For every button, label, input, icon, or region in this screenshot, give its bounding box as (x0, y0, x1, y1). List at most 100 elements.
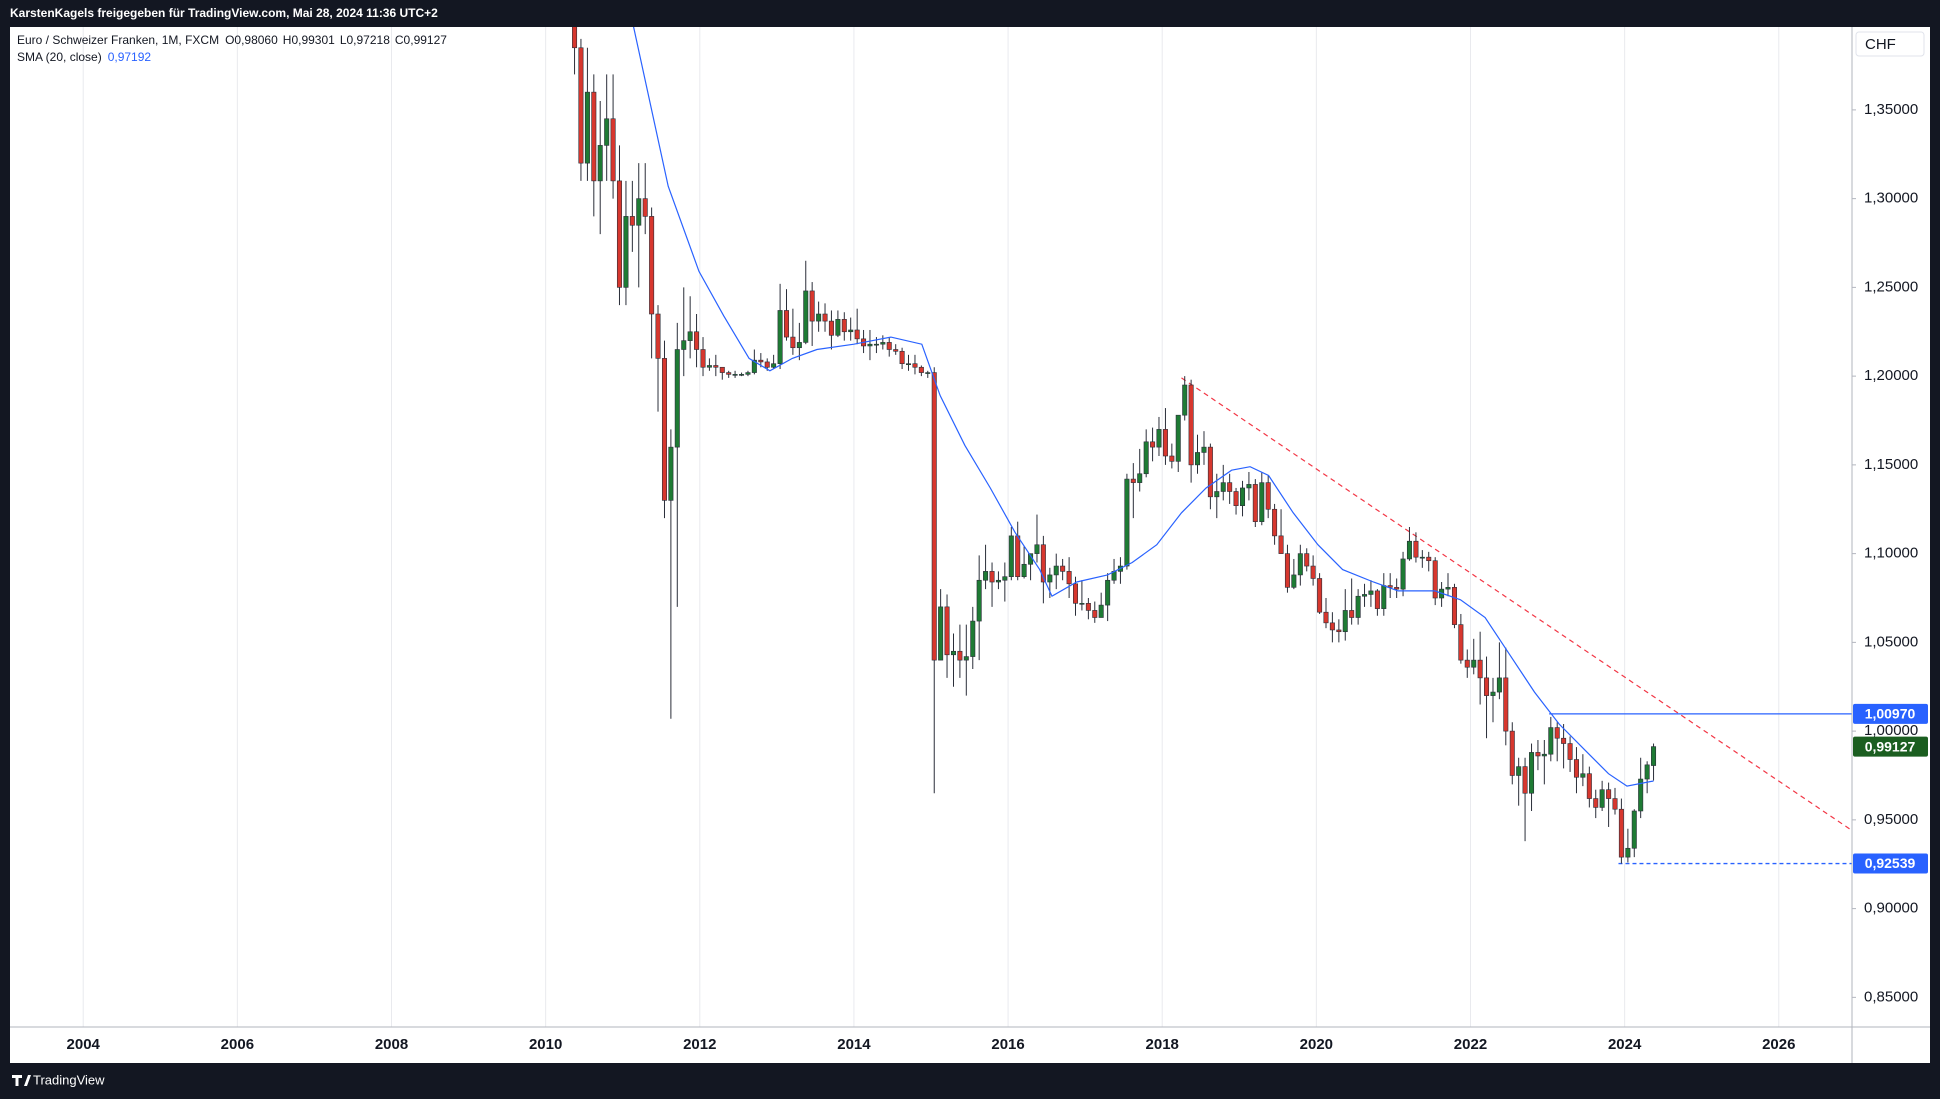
y-tick-label: 0,95000 (1864, 811, 1918, 828)
candle-body (1580, 773, 1586, 778)
candle-body (1053, 565, 1059, 576)
candle-body (1060, 565, 1066, 572)
candle-body (1541, 753, 1547, 757)
candle-body (912, 363, 918, 368)
x-tick-label: 2008 (375, 1036, 408, 1053)
candle-body (1631, 810, 1637, 849)
candle-body (1291, 574, 1297, 588)
price-label-box (1853, 853, 1928, 874)
candle-body (931, 372, 937, 661)
sma-line (632, 27, 1654, 787)
candle-body (726, 372, 732, 375)
x-tick-label: 2014 (837, 1036, 871, 1053)
chart-background (10, 27, 1930, 1063)
currency-box[interactable] (1855, 31, 1925, 57)
candle-body (1496, 677, 1502, 693)
candle-body (1150, 441, 1156, 448)
candle-body (783, 310, 789, 338)
candle-body (970, 620, 976, 657)
x-tick-label: 2016 (991, 1036, 1024, 1053)
candle-body (1374, 590, 1380, 609)
candle-body (777, 310, 783, 365)
candle-body (674, 349, 680, 448)
candle-body (1265, 482, 1271, 510)
price-label: 1,00970 (1865, 706, 1916, 722)
candle-body (1432, 560, 1438, 599)
candle-body (687, 331, 693, 341)
candle-body (790, 336, 796, 349)
x-tick-label: 2024 (1608, 1036, 1642, 1053)
legend-ohlc-value: O0,98060 (225, 33, 278, 47)
candle-body (1047, 574, 1053, 583)
candle-body (1297, 553, 1303, 576)
y-tick-label: 0,90000 (1864, 900, 1918, 917)
candle-body (1214, 491, 1220, 498)
candle-body (578, 47, 584, 164)
candle-body (1573, 759, 1579, 778)
legend-symbol: Euro / Schweizer Franken, 1M, FXCM (17, 33, 219, 47)
y-tick-label: 1,15000 (1864, 456, 1918, 473)
candle-body (1143, 441, 1149, 475)
candle-body (1002, 576, 1008, 581)
candle-body (1021, 563, 1027, 577)
plot-area (572, 27, 1852, 865)
candle-body (1606, 789, 1612, 799)
candle-body (976, 579, 982, 622)
candle-body (572, 27, 578, 49)
candle-body (655, 313, 661, 359)
candle-body (616, 180, 622, 288)
candle-body (681, 340, 687, 350)
candle-body (796, 342, 802, 349)
price-label-box (1853, 736, 1928, 757)
candle-body (1362, 594, 1368, 597)
x-tick-label: 2010 (529, 1036, 562, 1053)
candle-body (1284, 553, 1290, 588)
candle-body (1355, 595, 1361, 618)
candle-body (1419, 556, 1425, 559)
candle-body (1484, 677, 1490, 696)
candle-body (1085, 603, 1091, 611)
x-tick-label: 2018 (1146, 1036, 1179, 1053)
legend-sma: SMA (20, close) (17, 50, 102, 64)
candle-body (597, 145, 603, 182)
candle-body (1336, 629, 1342, 633)
candle-body (1451, 587, 1457, 625)
currency: CHF (1865, 36, 1896, 53)
candle-body (1387, 585, 1393, 588)
candle-body (1124, 478, 1130, 567)
candle-body (1246, 484, 1252, 489)
candle-body (841, 319, 847, 333)
candle-body (1323, 611, 1329, 624)
candle-body (1156, 429, 1162, 448)
legend-ohlc-value: C0,99127 (395, 33, 447, 47)
candle-body (604, 118, 610, 146)
candle-body (1394, 587, 1400, 590)
candle-body (1426, 556, 1432, 562)
x-tick-label: 2012 (683, 1036, 716, 1053)
candle-body (1098, 604, 1104, 618)
candle-body (1638, 778, 1644, 812)
candle-body (764, 361, 770, 368)
candle-body (1040, 544, 1046, 583)
candle-body (758, 359, 764, 363)
candle-body (1137, 473, 1143, 483)
candle-body (893, 349, 899, 352)
candle-body (867, 343, 873, 347)
candle-body (1317, 578, 1323, 613)
candle-body (938, 606, 944, 661)
legend-ohlc: O0,98060 H0,99301 L0,97218 C0,99127 (225, 33, 447, 47)
candle-body (719, 366, 725, 373)
candle-body (1554, 727, 1560, 739)
candle-body (1015, 535, 1021, 577)
candle-body (1535, 752, 1541, 757)
candle-body (809, 290, 815, 322)
candle-body (1529, 752, 1535, 794)
candle-body (584, 91, 590, 164)
candle-body (1586, 773, 1592, 799)
x-tick-label: 2004 (67, 1036, 101, 1053)
candle-body (694, 331, 700, 350)
candle-body (1227, 482, 1233, 492)
candle-body (995, 579, 1001, 583)
candle-body (1368, 590, 1374, 595)
